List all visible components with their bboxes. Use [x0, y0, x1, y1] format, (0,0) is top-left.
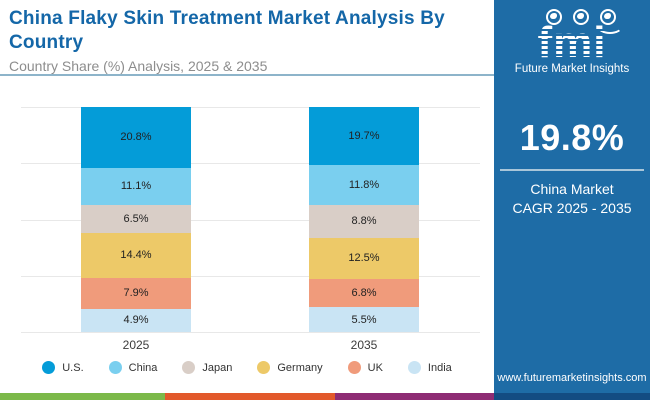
legend-dot-icon: [347, 361, 361, 374]
stripe-navy: [494, 393, 650, 400]
bar-segment-value: 6.8%: [351, 287, 377, 300]
bar-segment-value: 7.9%: [123, 287, 149, 300]
bar-segment-value: 19.7%: [348, 130, 380, 143]
bar-segment-value: 20.8%: [120, 131, 152, 144]
legend-item-UK: UK: [347, 361, 383, 374]
legend-label: UK: [367, 361, 383, 374]
bar-segment-UK: 6.8%: [309, 279, 419, 308]
legend: U.S. China Japan Germany UK India: [0, 361, 494, 374]
cagr-divider: [500, 169, 644, 171]
cagr-label-line1: China Market: [530, 181, 614, 197]
bar-segment-China: 11.1%: [81, 167, 191, 206]
legend-dot-icon: [42, 361, 56, 374]
bar-segment-India: 5.5%: [309, 307, 419, 332]
gridline: [21, 107, 480, 108]
legend-item-U.S.: U.S.: [42, 361, 84, 374]
bar-segment-value: 11.1%: [120, 180, 152, 193]
stripe-orange: [165, 393, 335, 400]
bar-segment-India: 4.9%: [81, 308, 191, 332]
cagr-block: 19.8% China Market CAGR 2025 - 2035: [494, 117, 650, 218]
bar-segment-Germany: 14.4%: [81, 232, 191, 279]
legend-label: Japan: [202, 361, 233, 374]
globe-icons: [512, 9, 650, 34]
globe-icon: [597, 9, 623, 34]
legend-label: India: [427, 361, 452, 374]
cagr-value: 19.8%: [519, 117, 625, 158]
globe-icon: [546, 9, 562, 25]
stacked-bar-2025: 20.8% 11.1% 6.5% 14.4% 7.9% 4.9%: [81, 107, 191, 332]
legend-label: U.S.: [62, 361, 84, 374]
x-axis: 2025 2035: [21, 338, 480, 354]
bar-segment-value: 11.8%: [348, 179, 380, 192]
stripe-purple: [335, 393, 494, 400]
legend-label: China: [128, 361, 158, 374]
legend-item-Germany: Germany: [257, 361, 323, 374]
bar-segment-UK: 7.9%: [81, 278, 191, 309]
plot-area: 20.8% 11.1% 6.5% 14.4% 7.9% 4.9% 19.7% 11.8% 8.8…: [21, 107, 480, 333]
header: China Flaky Skin Treatment Market Analys…: [0, 0, 494, 76]
logo-wordmark: fmi: [537, 18, 607, 67]
bar-segment-Japan: 6.5%: [81, 205, 191, 233]
legend-label: Germany: [277, 361, 323, 374]
x-axis-label: 2035: [350, 338, 378, 352]
sidebar: fmi Future Market Insights 19.8% China M…: [494, 0, 650, 400]
stacked-bar-2035: 19.7% 11.8% 8.8% 12.5% 6.8% 5.5%: [309, 107, 419, 332]
orbit-swoosh-icon: [597, 18, 623, 34]
bar-segment-value: 8.8%: [351, 215, 377, 228]
gridline: [21, 219, 480, 221]
stripe-green: [0, 393, 165, 400]
gridline: [21, 275, 480, 277]
page-subtitle: Country Share (%) Analysis, 2025 & 2035: [9, 58, 268, 74]
bar-segment-value: 14.4%: [120, 249, 152, 262]
website-url: www.futuremarketinsights.com: [497, 372, 647, 384]
page-title: China Flaky Skin Treatment Market Analys…: [9, 8, 445, 53]
x-axis-label: 2025: [122, 338, 150, 352]
bar-segment-value: 6.5%: [123, 212, 149, 225]
legend-item-China: China: [108, 361, 158, 374]
legend-dot-icon: [182, 361, 196, 374]
gridline: [21, 332, 480, 333]
bar-segment-U.S.: 19.7%: [309, 107, 419, 166]
legend-item-India: India: [407, 361, 452, 374]
legend-dot-icon: [108, 361, 122, 374]
bar-segment-U.S.: 20.8%: [81, 107, 191, 168]
legend-item-Japan: Japan: [182, 361, 232, 374]
bar-segment-value: 12.5%: [348, 252, 380, 265]
gridline: [21, 163, 480, 165]
footer-stripes: [0, 393, 650, 400]
bar-segment-China: 11.8%: [309, 165, 419, 206]
bar-segment-value: 4.9%: [123, 314, 149, 327]
legend-dot-icon: [407, 361, 421, 374]
bar-segment-Japan: 8.8%: [309, 205, 419, 238]
cagr-label-line2: CAGR 2025 - 2035: [512, 200, 632, 216]
globe-icon: [573, 9, 589, 25]
logo-subtext: Future Market Insights: [514, 63, 630, 75]
fmi-logo: fmi Future Market Insights: [494, 9, 650, 75]
legend-dot-icon: [257, 361, 271, 374]
bar-segment-value: 5.5%: [351, 313, 377, 326]
bar-segment-Germany: 12.5%: [309, 237, 419, 280]
